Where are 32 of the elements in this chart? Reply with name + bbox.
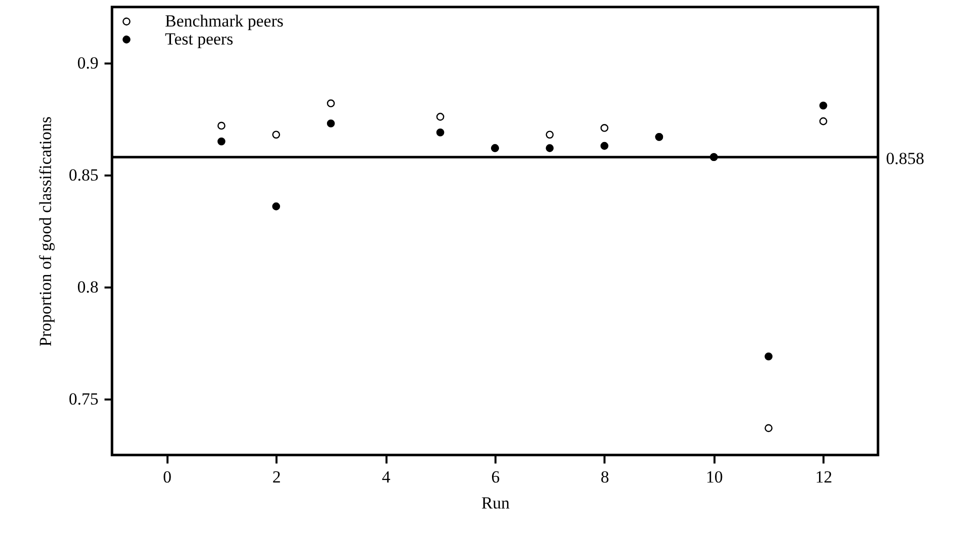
y-tick-label: 0.8	[77, 278, 98, 296]
y-tick-label: 0.75	[68, 390, 98, 408]
legend-label: Benchmark peers	[165, 12, 284, 30]
point	[326, 99, 335, 108]
point	[819, 117, 828, 126]
point	[764, 424, 773, 432]
x-tick-label: 10	[706, 468, 723, 486]
point	[326, 120, 335, 128]
point	[217, 137, 226, 146]
point	[272, 130, 280, 139]
point	[819, 102, 828, 110]
point	[546, 144, 554, 152]
point	[436, 112, 444, 121]
x-tick-label: 12	[815, 468, 832, 486]
x-tick-label: 6	[491, 468, 500, 486]
point	[436, 128, 444, 136]
y-tick-label: 0.9	[77, 54, 98, 72]
point	[600, 124, 608, 132]
point	[217, 122, 226, 130]
x-tick-label: 8	[600, 468, 610, 486]
ref-line-label: 0.858	[886, 149, 924, 168]
point	[546, 130, 554, 139]
y-axis-title: Proportion of good classifications	[36, 116, 55, 346]
point	[272, 202, 280, 210]
legend-label: Test peers	[165, 30, 234, 48]
x-tick-label: 2	[272, 468, 281, 486]
point	[764, 352, 773, 360]
x-tick-label: 4	[382, 468, 391, 486]
y-tick-label: 0.85	[68, 166, 98, 184]
x-tick-label: 0	[162, 468, 172, 486]
point	[600, 142, 608, 150]
x-axis-title: Run	[481, 494, 510, 512]
